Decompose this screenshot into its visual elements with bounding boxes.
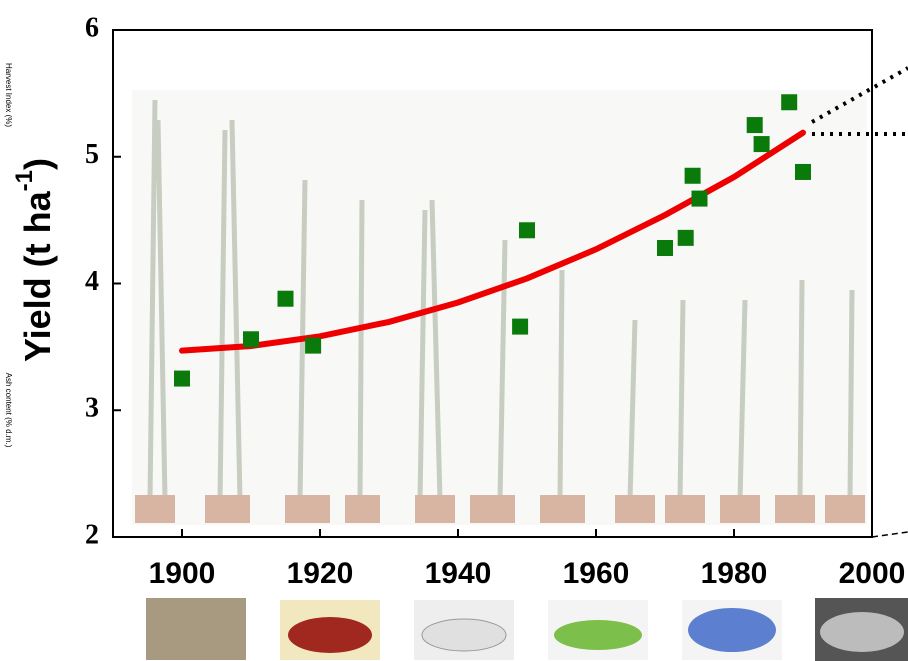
side-label: Harvest Index (%) [4,63,13,127]
data-point [278,291,294,307]
y-axis-label: Yield (t ha-1) [11,158,57,362]
y-tick-label: 4 [85,266,99,297]
data-point [795,164,811,180]
data-point [657,240,673,256]
x-tick-label: 1920 [287,557,354,590]
data-point [174,371,190,387]
dashed-connector [872,532,908,537]
y-tick-label: 3 [85,393,99,424]
data-point [512,319,528,335]
data-point [305,338,321,354]
y-tick-label: 2 [85,519,99,550]
x-tick-label: 1940 [425,557,492,590]
y-tick-label: 6 [85,12,99,43]
car-photos [146,598,908,661]
data-point [685,168,701,184]
x-tick-label: 1960 [563,557,630,590]
side-label: Ash content (% d.m.) [4,373,13,448]
data-point [243,331,259,347]
x-tick-label: 1900 [149,557,216,590]
data-point [678,230,694,246]
data-point [519,222,535,238]
y-tick-label: 5 [85,139,99,170]
plant-photo-background [132,90,867,525]
data-point [781,94,797,110]
chart: Yield (t ha-1) Harvest Index (%) Ash con… [0,0,908,661]
data-point [754,136,770,152]
x-tick-label: 2000 [839,557,906,590]
data-point [747,117,763,133]
data-point [692,191,708,207]
x-tick-label: 1980 [701,557,768,590]
